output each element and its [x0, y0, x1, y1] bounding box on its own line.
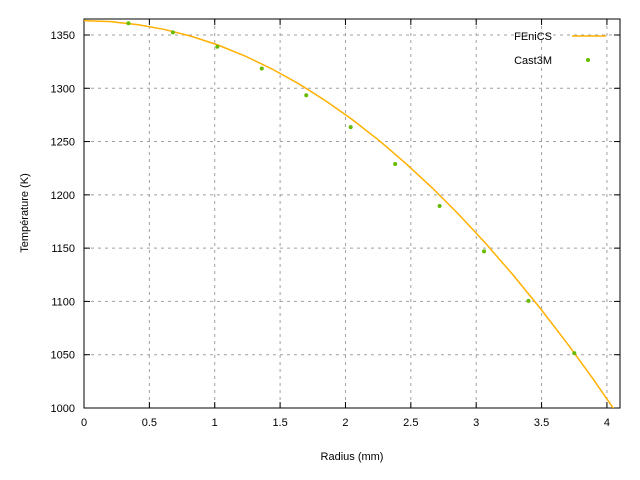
- data-point-cast3m: [126, 21, 131, 26]
- x-tick-label: 0: [81, 417, 87, 429]
- legend-label-cast3m: Cast3M: [514, 55, 552, 67]
- legend-swatch-cast3m: [586, 58, 590, 62]
- x-tick-label: 0.5: [142, 417, 157, 429]
- data-point-cast3m: [526, 298, 531, 303]
- y-tick-label: 1350: [51, 30, 75, 42]
- x-tick-label: 2.5: [403, 417, 418, 429]
- data-point-cast3m: [482, 249, 487, 254]
- legend: FEniCS Cast3M: [514, 31, 606, 67]
- series-layer: [84, 19, 615, 408]
- plot-frame: [83, 18, 621, 409]
- x-tick-label: 1: [212, 417, 218, 429]
- legend-label-fenics: FEniCS: [514, 31, 552, 43]
- y-tick-label: 1100: [51, 296, 75, 308]
- data-point-cast3m: [259, 66, 264, 71]
- y-axis-label: Température (K): [19, 173, 31, 252]
- x-tick-label: 2: [342, 417, 348, 429]
- axis-ticks: 0 0.5 1 1.5 2 2.5 3 3.5 4 1000 1050 1100 1150 1200 125…: [51, 19, 620, 429]
- y-tick-label: 1050: [51, 350, 75, 362]
- data-point-cast3m: [215, 44, 220, 49]
- y-tick-label: 1300: [51, 83, 75, 95]
- y-tick-label: 1150: [51, 243, 75, 255]
- x-axis-label: Radius (mm): [321, 451, 384, 463]
- series-line-fenics: [84, 19, 615, 408]
- x-tick-label: 4: [604, 417, 610, 429]
- data-point-cast3m: [393, 161, 398, 166]
- x-tick-label: 3.5: [534, 417, 549, 429]
- x-tick-label: 1.5: [272, 417, 287, 429]
- y-tick-label: 1000: [51, 403, 75, 415]
- y-tick-label: 1250: [51, 137, 75, 149]
- x-tick-label: 3: [473, 417, 479, 429]
- data-point-cast3m: [572, 351, 577, 356]
- y-tick-label: 1200: [51, 190, 75, 202]
- data-point-cast3m: [437, 204, 442, 209]
- data-point-cast3m: [170, 30, 175, 35]
- data-point-cast3m: [348, 125, 353, 130]
- grid: [84, 19, 620, 408]
- data-point-cast3m: [304, 93, 309, 98]
